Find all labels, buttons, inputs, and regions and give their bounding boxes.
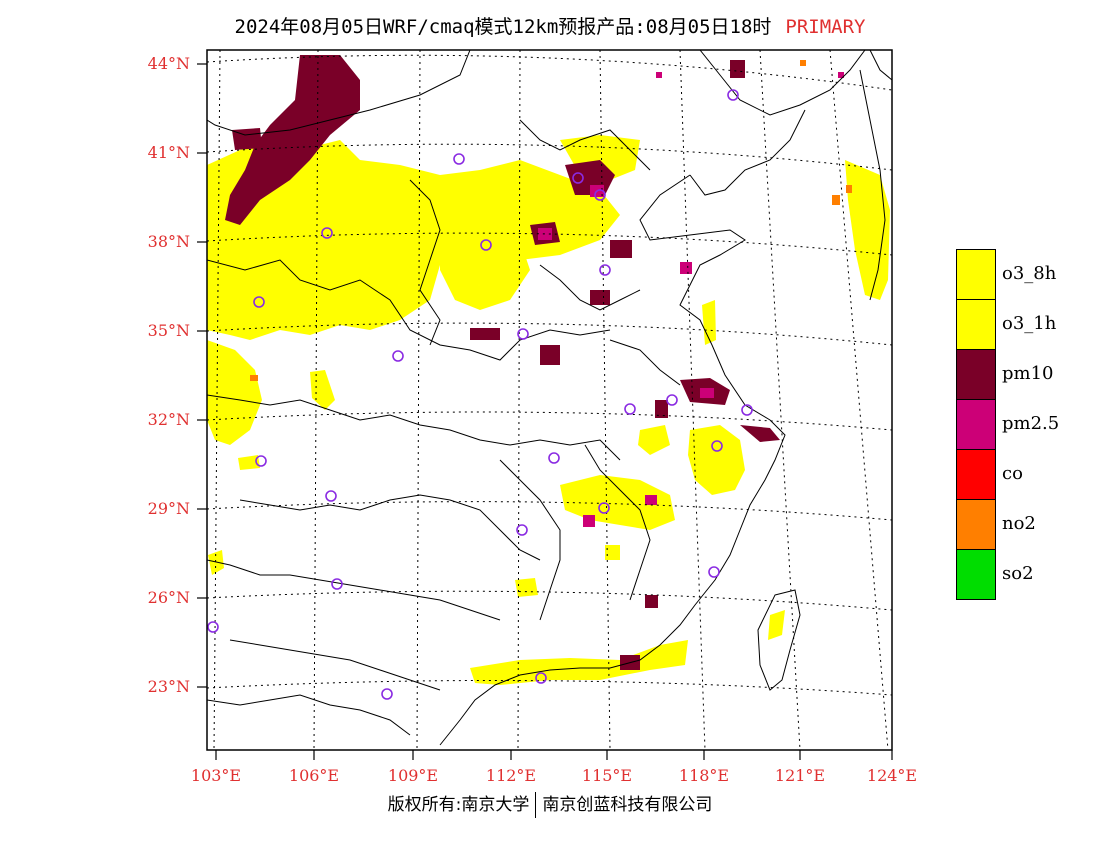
legend-label: co [1002, 463, 1023, 484]
legend-swatch [956, 449, 996, 500]
lon-label-124e: 124°E [866, 766, 918, 785]
station-marker [207, 621, 219, 633]
station-marker [666, 394, 678, 406]
station-marker [598, 502, 610, 514]
station-marker [392, 350, 404, 362]
station-marker [253, 296, 265, 308]
lat-label-41n: 41°N [147, 143, 190, 162]
legend-swatch [956, 349, 996, 400]
legend-label: pm2.5 [1002, 413, 1060, 434]
lat-label-32n: 32°N [147, 410, 190, 429]
lon-label-115e: 115°E [581, 766, 633, 785]
legend-label: o3_1h [1002, 313, 1057, 334]
legend-swatch [956, 549, 996, 600]
lon-label-118e: 118°E [678, 766, 730, 785]
station-marker [594, 189, 606, 201]
station-marker [255, 455, 267, 467]
lat-label-44n: 44°N [147, 54, 190, 73]
copyright-footer: 版权所有:南京大学 南京创蓝科技有限公司 [0, 790, 1100, 818]
legend-label: no2 [1002, 513, 1036, 534]
lat-label-23n: 23°N [147, 677, 190, 696]
lat-label-29n: 29°N [147, 499, 190, 518]
legend-label: pm10 [1002, 363, 1054, 384]
map-frame [206, 49, 893, 751]
lon-label-112e: 112°E [485, 766, 537, 785]
copyright-right: 南京创蓝科技有限公司 [542, 795, 713, 815]
station-marker [321, 227, 333, 239]
graticule [207, 50, 892, 750]
station-marker [516, 524, 528, 536]
chart-title: 2024年08月05日WRF/cmaq模式12km预报产品:08月05日18时 P… [0, 12, 1100, 39]
title-main: 2024年08月05日WRF/cmaq模式12km预报产品:08月05日18时 [234, 16, 772, 38]
legend-swatch [956, 499, 996, 550]
station-marker [711, 440, 723, 452]
lat-label-35n: 35°N [147, 321, 190, 340]
station-marker [624, 403, 636, 415]
copyright-left: 版权所有:南京大学 [387, 795, 530, 815]
station-marker [535, 672, 547, 684]
footer-divider [535, 792, 537, 818]
lat-label-38n: 38°N [147, 232, 190, 251]
station-marker [572, 172, 584, 184]
lon-label-109e: 109°E [387, 766, 439, 785]
station-marker [599, 264, 611, 276]
legend-swatch [956, 399, 996, 450]
station-marker [708, 566, 720, 578]
station-marker [325, 490, 337, 502]
legend-swatch [956, 299, 996, 350]
station-marker [453, 153, 465, 165]
lon-label-106e: 106°E [288, 766, 340, 785]
station-marker [741, 404, 753, 416]
axis-ticks [197, 63, 893, 760]
o3-area [207, 135, 890, 685]
station-marker [548, 452, 560, 464]
station-marker [381, 688, 393, 700]
legend-swatch [956, 249, 996, 300]
title-primary-tag: PRIMARY [785, 16, 866, 38]
lat-label-26n: 26°N [147, 588, 190, 607]
lon-label-121e: 121°E [774, 766, 826, 785]
no2-area [250, 60, 852, 381]
station-markers [207, 89, 753, 700]
station-marker [480, 239, 492, 251]
station-marker [331, 578, 343, 590]
station-marker [727, 89, 739, 101]
station-marker [517, 328, 529, 340]
boundary-lines [207, 50, 892, 746]
lon-label-103e: 103°E [190, 766, 242, 785]
legend-label: o3_8h [1002, 263, 1057, 284]
legend-label: so2 [1002, 563, 1034, 584]
